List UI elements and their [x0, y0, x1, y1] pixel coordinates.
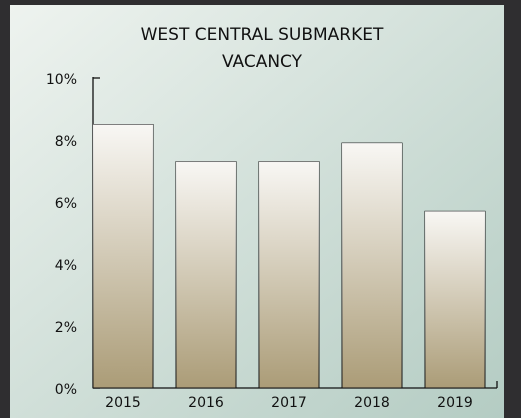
y-tick-label: 4%	[55, 258, 77, 274]
x-tick-label: 2019	[437, 395, 473, 411]
x-tick-label: 2017	[271, 395, 307, 411]
x-tick-label: 2018	[354, 395, 390, 411]
y-tick-label: 2%	[55, 320, 77, 336]
chart-panel	[10, 5, 504, 418]
bar-shade	[93, 124, 153, 388]
y-tick-label: 8%	[55, 134, 77, 150]
y-tick-label: 10%	[46, 72, 77, 88]
y-tick-label: 0%	[55, 382, 77, 398]
chart-title: VACANCY	[222, 52, 303, 72]
bar-shade	[342, 143, 402, 388]
y-tick-label: 6%	[55, 196, 77, 212]
x-tick-label: 2016	[188, 395, 224, 411]
bar-shade	[259, 161, 319, 388]
x-tick-label: 2015	[105, 395, 141, 411]
chart-title: WEST CENTRAL SUBMARKET	[141, 25, 384, 45]
bar-shade	[176, 161, 236, 388]
bar-shade	[425, 211, 485, 388]
